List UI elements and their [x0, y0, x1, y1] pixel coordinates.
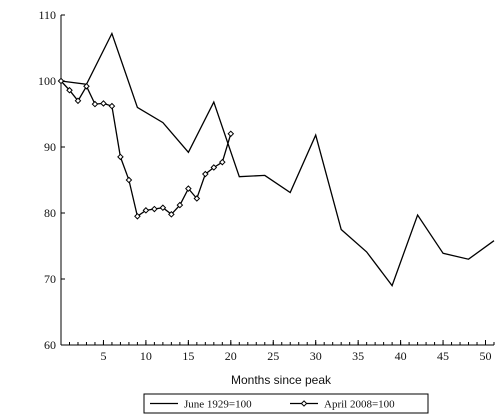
data-point [66, 86, 73, 94]
data-point [176, 201, 184, 209]
data-point [202, 170, 209, 178]
x-tick-label: 50 [480, 349, 492, 363]
x-tick-label: 30 [310, 349, 322, 363]
data-point [134, 212, 141, 220]
y-tick-label: 80 [44, 206, 56, 220]
x-tick-label: 45 [437, 349, 449, 363]
plot-area: 60 70 80 90 100 110 5 10 15 20 25 30 35 40 45 50 [38, 8, 495, 363]
legend-box [143, 393, 429, 414]
data-point [57, 77, 65, 85]
data-point [100, 100, 107, 107]
data-point [219, 158, 226, 166]
data-point [151, 205, 158, 213]
data-point [125, 176, 133, 184]
data-point [210, 164, 218, 171]
data-point [117, 153, 124, 161]
series-line [60, 31, 495, 287]
data-point [108, 102, 116, 110]
x-tick-label: 25 [267, 349, 279, 363]
y-tick-label: 100 [38, 74, 56, 88]
legend-swatch-marker [300, 400, 308, 407]
x-tick-label: 35 [352, 349, 364, 363]
x-tick-label: 15 [182, 349, 194, 363]
data-point [227, 130, 235, 138]
x-tick-label: 5 [100, 349, 106, 363]
data-point [142, 207, 150, 214]
x-axis-title: Months since peak [231, 373, 332, 387]
series-2 [57, 77, 235, 220]
data-point [185, 185, 192, 192]
series-1 [60, 31, 495, 287]
legend-label: June 1929=100 [184, 399, 252, 411]
data-point [74, 97, 82, 105]
x-tick-label: 20 [225, 349, 237, 363]
y-tick-label: 70 [44, 272, 56, 286]
legend: June 1929=100 April 2008=100 [143, 393, 429, 414]
y-tick-label: 90 [44, 140, 56, 154]
data-point [91, 100, 99, 108]
data-point [168, 211, 175, 218]
series-line [60, 80, 232, 218]
x-tick-label: 40 [395, 349, 407, 363]
data-point [193, 195, 201, 202]
legend-label: April 2008=100 [324, 399, 395, 411]
y-tick-label: 110 [38, 8, 56, 22]
x-tick-label: 10 [140, 349, 152, 363]
data-point [159, 204, 167, 212]
y-tick-label: 60 [44, 338, 56, 352]
data-point [83, 82, 90, 90]
